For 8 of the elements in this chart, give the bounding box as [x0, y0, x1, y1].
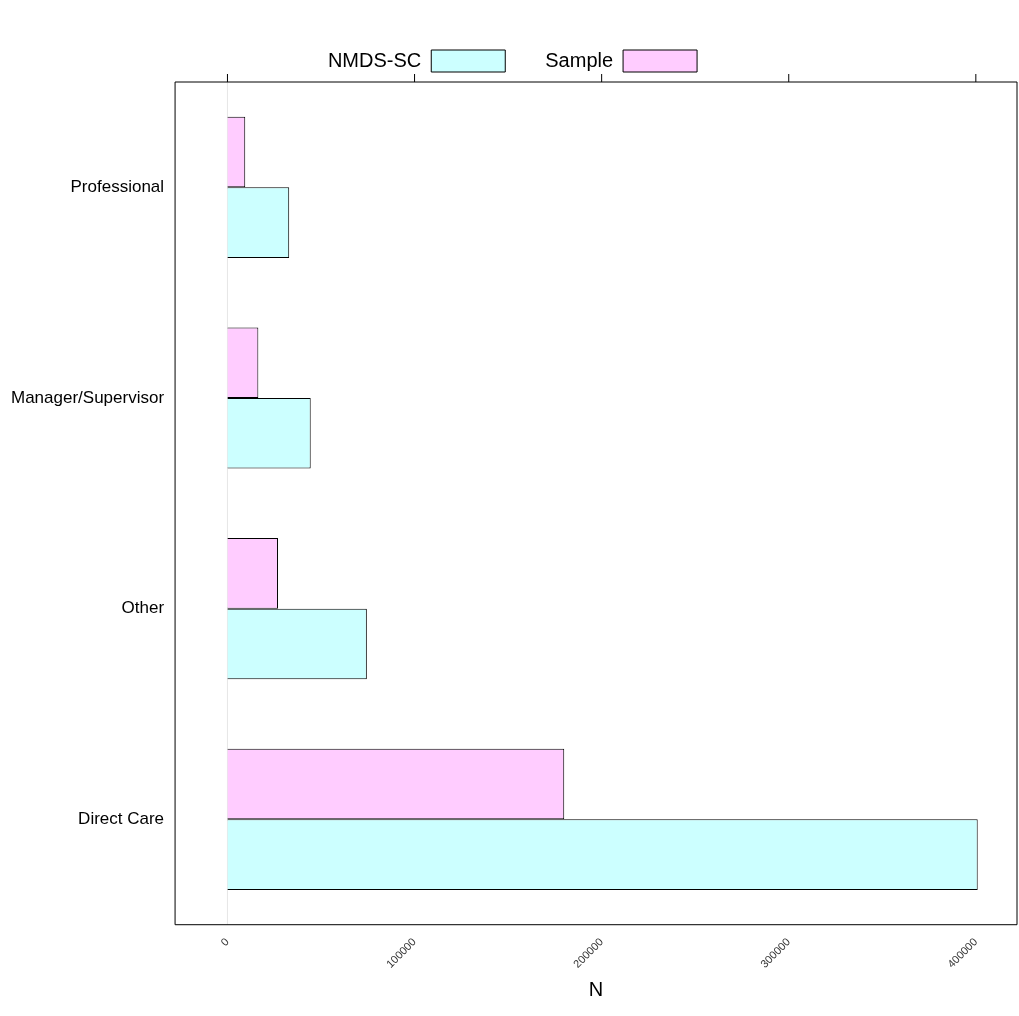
y-tick-label: Manager/Supervisor [11, 387, 165, 407]
y-tick-label: Other [121, 598, 165, 618]
y-tick-label: Professional [70, 177, 165, 197]
x-axis-title: N [588, 977, 604, 1000]
x-tick-label: 0 [218, 935, 232, 949]
legend-label: NMDS-SC [327, 48, 422, 71]
legend-label: Sample [545, 48, 614, 71]
y-tick-label: Direct Care [78, 809, 165, 829]
